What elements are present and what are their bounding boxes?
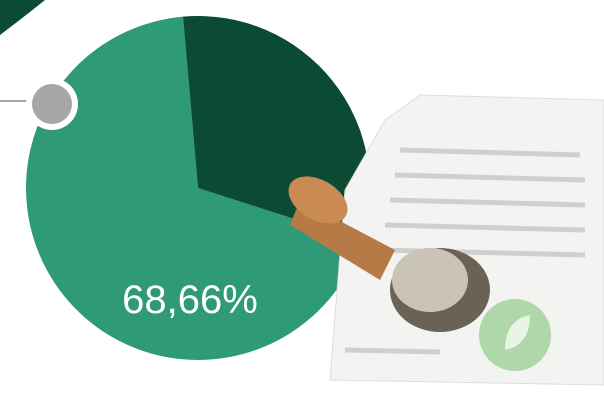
stamp-knob bbox=[288, 176, 348, 224]
document-lines bbox=[344, 147, 586, 355]
stamp-illustration bbox=[288, 94, 604, 386]
corner-decoration bbox=[0, 0, 45, 35]
seal-leaf bbox=[505, 315, 530, 350]
stamp-base-highlight bbox=[392, 248, 468, 312]
pie-slice bbox=[25, 16, 362, 361]
value-label: 68,66% bbox=[122, 278, 258, 322]
pointer-dot bbox=[32, 84, 72, 124]
